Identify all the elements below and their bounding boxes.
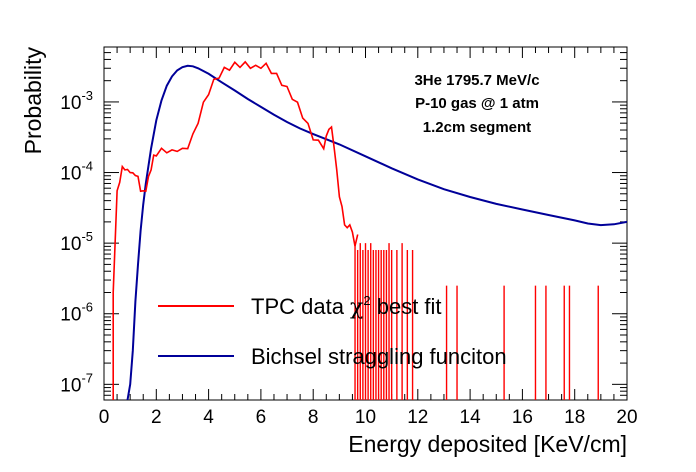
series-layer	[112, 60, 627, 400]
y-tick-exponent: -5	[81, 229, 93, 244]
y-tick-exponent: -4	[81, 159, 93, 174]
x-tick-label: 18	[564, 407, 585, 428]
x-tick-label: 6	[256, 407, 267, 428]
y-tick-exponent: -7	[81, 370, 93, 385]
legend: TPC data χ2 best fit Bichsel straggling …	[158, 293, 507, 369]
annotation: 3He 1795.7 MeV/c P-10 gas @ 1 atm 1.2cm …	[414, 72, 539, 136]
x-tick-label: 10	[355, 407, 376, 428]
x-tick-label: 8	[308, 407, 319, 428]
legend-label-tpc: TPC data χ2 best fit	[251, 293, 442, 320]
legend-label-bichsel: Bichsel straggling funciton	[251, 344, 507, 369]
annotation-line-1: 3He 1795.7 MeV/c	[414, 72, 539, 89]
annotation-line-3: 1.2cm segment	[423, 119, 531, 136]
y-tick-label: 10-5	[60, 229, 93, 255]
x-tick-label: 0	[99, 407, 110, 428]
y-tick-base: 10	[60, 93, 81, 114]
x-tick-label: 12	[407, 407, 428, 428]
y-tick-label: 10-4	[60, 159, 93, 185]
y-tick-label: 10-6	[60, 300, 93, 326]
y-tick-base: 10	[60, 375, 81, 396]
y-tick-exponent: -3	[81, 88, 93, 103]
x-tick-label: 16	[512, 407, 533, 428]
legend-tpc-chi: χ	[350, 295, 363, 320]
legend-tpc-main: TPC data	[251, 294, 350, 319]
y-tick-exponent: -6	[81, 300, 93, 315]
y-axis-title: Probability	[20, 47, 46, 155]
series-line-tpc	[112, 60, 359, 400]
y-tick-base: 10	[60, 234, 81, 255]
y-tick-base: 10	[60, 305, 81, 326]
x-axis-title: Energy deposited [KeV/cm]	[348, 431, 627, 457]
x-tick-label: 14	[460, 407, 482, 428]
annotation-line-2: P-10 gas @ 1 atm	[415, 95, 539, 112]
x-tick-label: 2	[151, 407, 162, 428]
legend-tpc-sup: 2	[363, 293, 370, 308]
legend-tpc-rest: best fit	[371, 294, 442, 319]
y-tick-base: 10	[60, 164, 81, 185]
x-tick-label: 4	[203, 407, 214, 428]
y-tick-label: 10-7	[60, 370, 93, 396]
x-tick-label: 20	[616, 407, 637, 428]
y-tick-label: 10-3	[60, 88, 93, 114]
